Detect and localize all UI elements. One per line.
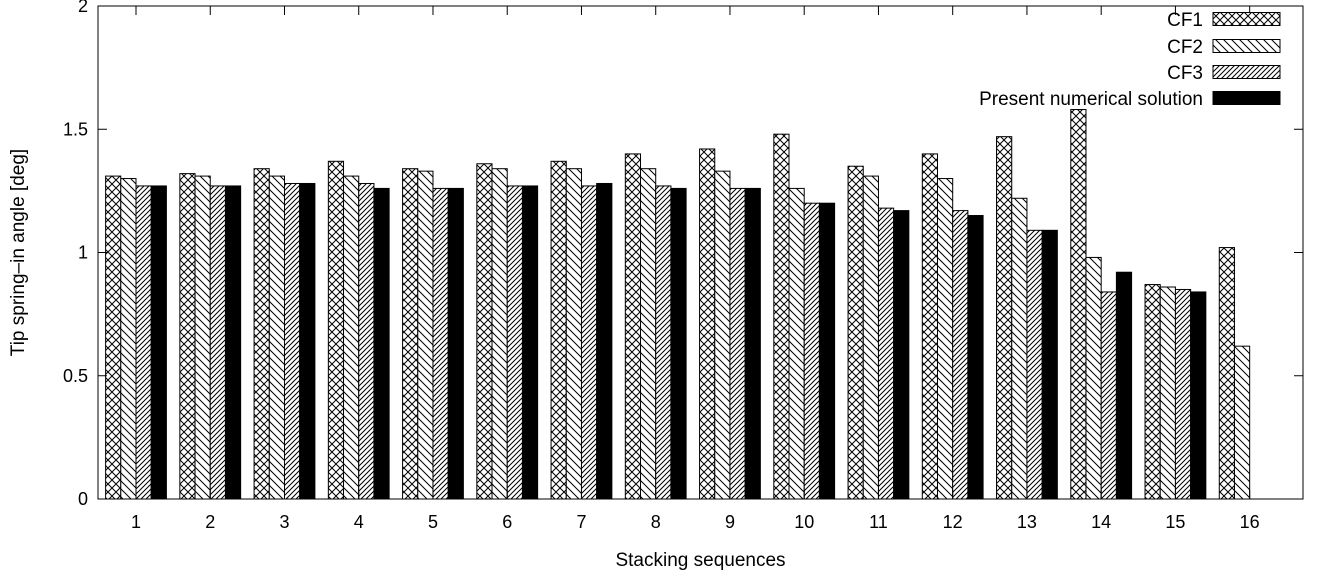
bar bbox=[253, 168, 270, 500]
y-tick-label: 2 bbox=[78, 0, 88, 16]
x-tick-label: 13 bbox=[1017, 512, 1037, 532]
bar bbox=[521, 185, 539, 500]
bar bbox=[640, 168, 657, 500]
x-tick-label: 8 bbox=[651, 512, 661, 532]
bar bbox=[1100, 291, 1117, 500]
x-tick-label: 14 bbox=[1091, 512, 1111, 532]
bar bbox=[1218, 247, 1235, 500]
bar bbox=[135, 185, 152, 500]
legend-swatch bbox=[1212, 39, 1281, 53]
bar bbox=[655, 185, 672, 500]
y-tick-label: 1.5 bbox=[63, 119, 88, 139]
bar bbox=[105, 175, 122, 500]
bar bbox=[967, 215, 984, 500]
x-tick-label: 1 bbox=[131, 512, 141, 532]
bars-layer bbox=[105, 109, 1251, 500]
bar bbox=[194, 175, 211, 500]
bar bbox=[893, 210, 910, 500]
bar bbox=[402, 168, 419, 500]
bar bbox=[699, 148, 716, 500]
bar bbox=[550, 160, 567, 500]
bar bbox=[921, 153, 938, 500]
legend-swatch bbox=[1212, 65, 1281, 79]
bar bbox=[862, 175, 879, 500]
bar bbox=[1233, 345, 1251, 500]
x-tick-label: 3 bbox=[279, 512, 289, 532]
x-tick-label: 11 bbox=[869, 512, 888, 532]
x-tick-label: 6 bbox=[502, 512, 512, 532]
bar bbox=[596, 182, 613, 500]
bar bbox=[773, 133, 790, 500]
x-tick-label: 15 bbox=[1165, 512, 1185, 532]
bar bbox=[283, 182, 301, 500]
y-tick-label: 1 bbox=[78, 243, 88, 263]
x-tick-label: 16 bbox=[1240, 512, 1260, 532]
bar bbox=[1011, 197, 1028, 500]
bar bbox=[327, 160, 345, 500]
bar bbox=[417, 170, 434, 500]
bar bbox=[952, 210, 969, 500]
bar bbox=[373, 187, 390, 500]
bar bbox=[1070, 109, 1087, 500]
bar bbox=[847, 165, 864, 500]
bar bbox=[432, 187, 449, 500]
x-tick-label: 9 bbox=[725, 512, 735, 532]
bar bbox=[818, 202, 836, 500]
bar bbox=[209, 185, 226, 500]
bar bbox=[670, 187, 687, 500]
bar bbox=[1115, 271, 1133, 500]
bar bbox=[1041, 229, 1058, 500]
y-tick-label: 0 bbox=[78, 489, 88, 509]
legend-label: CF2 bbox=[1167, 37, 1203, 58]
x-tick-label: 4 bbox=[354, 512, 364, 532]
bar bbox=[120, 178, 137, 500]
bar bbox=[1159, 286, 1176, 500]
bar bbox=[268, 175, 285, 500]
bar bbox=[729, 187, 746, 500]
bar bbox=[1144, 284, 1161, 500]
y-axis-label: Tip spring–in angle [deg] bbox=[8, 149, 29, 356]
y-tick-label: 0.5 bbox=[63, 366, 88, 386]
legend-swatch bbox=[1212, 91, 1281, 105]
bar bbox=[936, 178, 954, 500]
bar bbox=[877, 207, 895, 500]
bar bbox=[580, 185, 598, 500]
axes-layer: 00.511.521 2 3 4 5 6 7 8 9 10 11 12 13 14 15 16 bbox=[63, 0, 1304, 532]
bar bbox=[343, 175, 360, 500]
bar bbox=[179, 173, 196, 500]
bar bbox=[803, 202, 820, 500]
bar bbox=[476, 163, 493, 500]
x-axis-label: Stacking sequences bbox=[615, 550, 785, 571]
bar bbox=[1190, 291, 1207, 500]
bar bbox=[996, 136, 1013, 500]
bar bbox=[714, 170, 731, 500]
bar bbox=[624, 153, 642, 500]
x-tick-label: 5 bbox=[428, 512, 438, 532]
bar bbox=[491, 168, 508, 500]
legend: CF1 CF2 CF3 Present numerical solution bbox=[979, 10, 1281, 110]
x-tick-label: 10 bbox=[794, 512, 814, 532]
bar bbox=[150, 185, 167, 500]
x-tick-label: 7 bbox=[576, 512, 586, 532]
legend-label: Present numerical solution bbox=[979, 89, 1203, 110]
x-tick-label: 12 bbox=[943, 512, 963, 532]
bar bbox=[565, 168, 582, 500]
bar bbox=[788, 187, 805, 500]
bar bbox=[1174, 288, 1192, 500]
bar bbox=[506, 185, 523, 500]
bar bbox=[358, 182, 375, 500]
bar bbox=[1026, 229, 1043, 500]
legend-label: CF3 bbox=[1167, 63, 1203, 84]
legend-label: CF1 bbox=[1167, 10, 1203, 31]
bar bbox=[447, 187, 464, 500]
bar bbox=[299, 182, 316, 500]
bar bbox=[744, 187, 761, 500]
x-tick-label: 2 bbox=[205, 512, 215, 532]
bar bbox=[224, 185, 242, 500]
bar bbox=[1085, 256, 1102, 500]
legend-swatch bbox=[1212, 12, 1281, 26]
